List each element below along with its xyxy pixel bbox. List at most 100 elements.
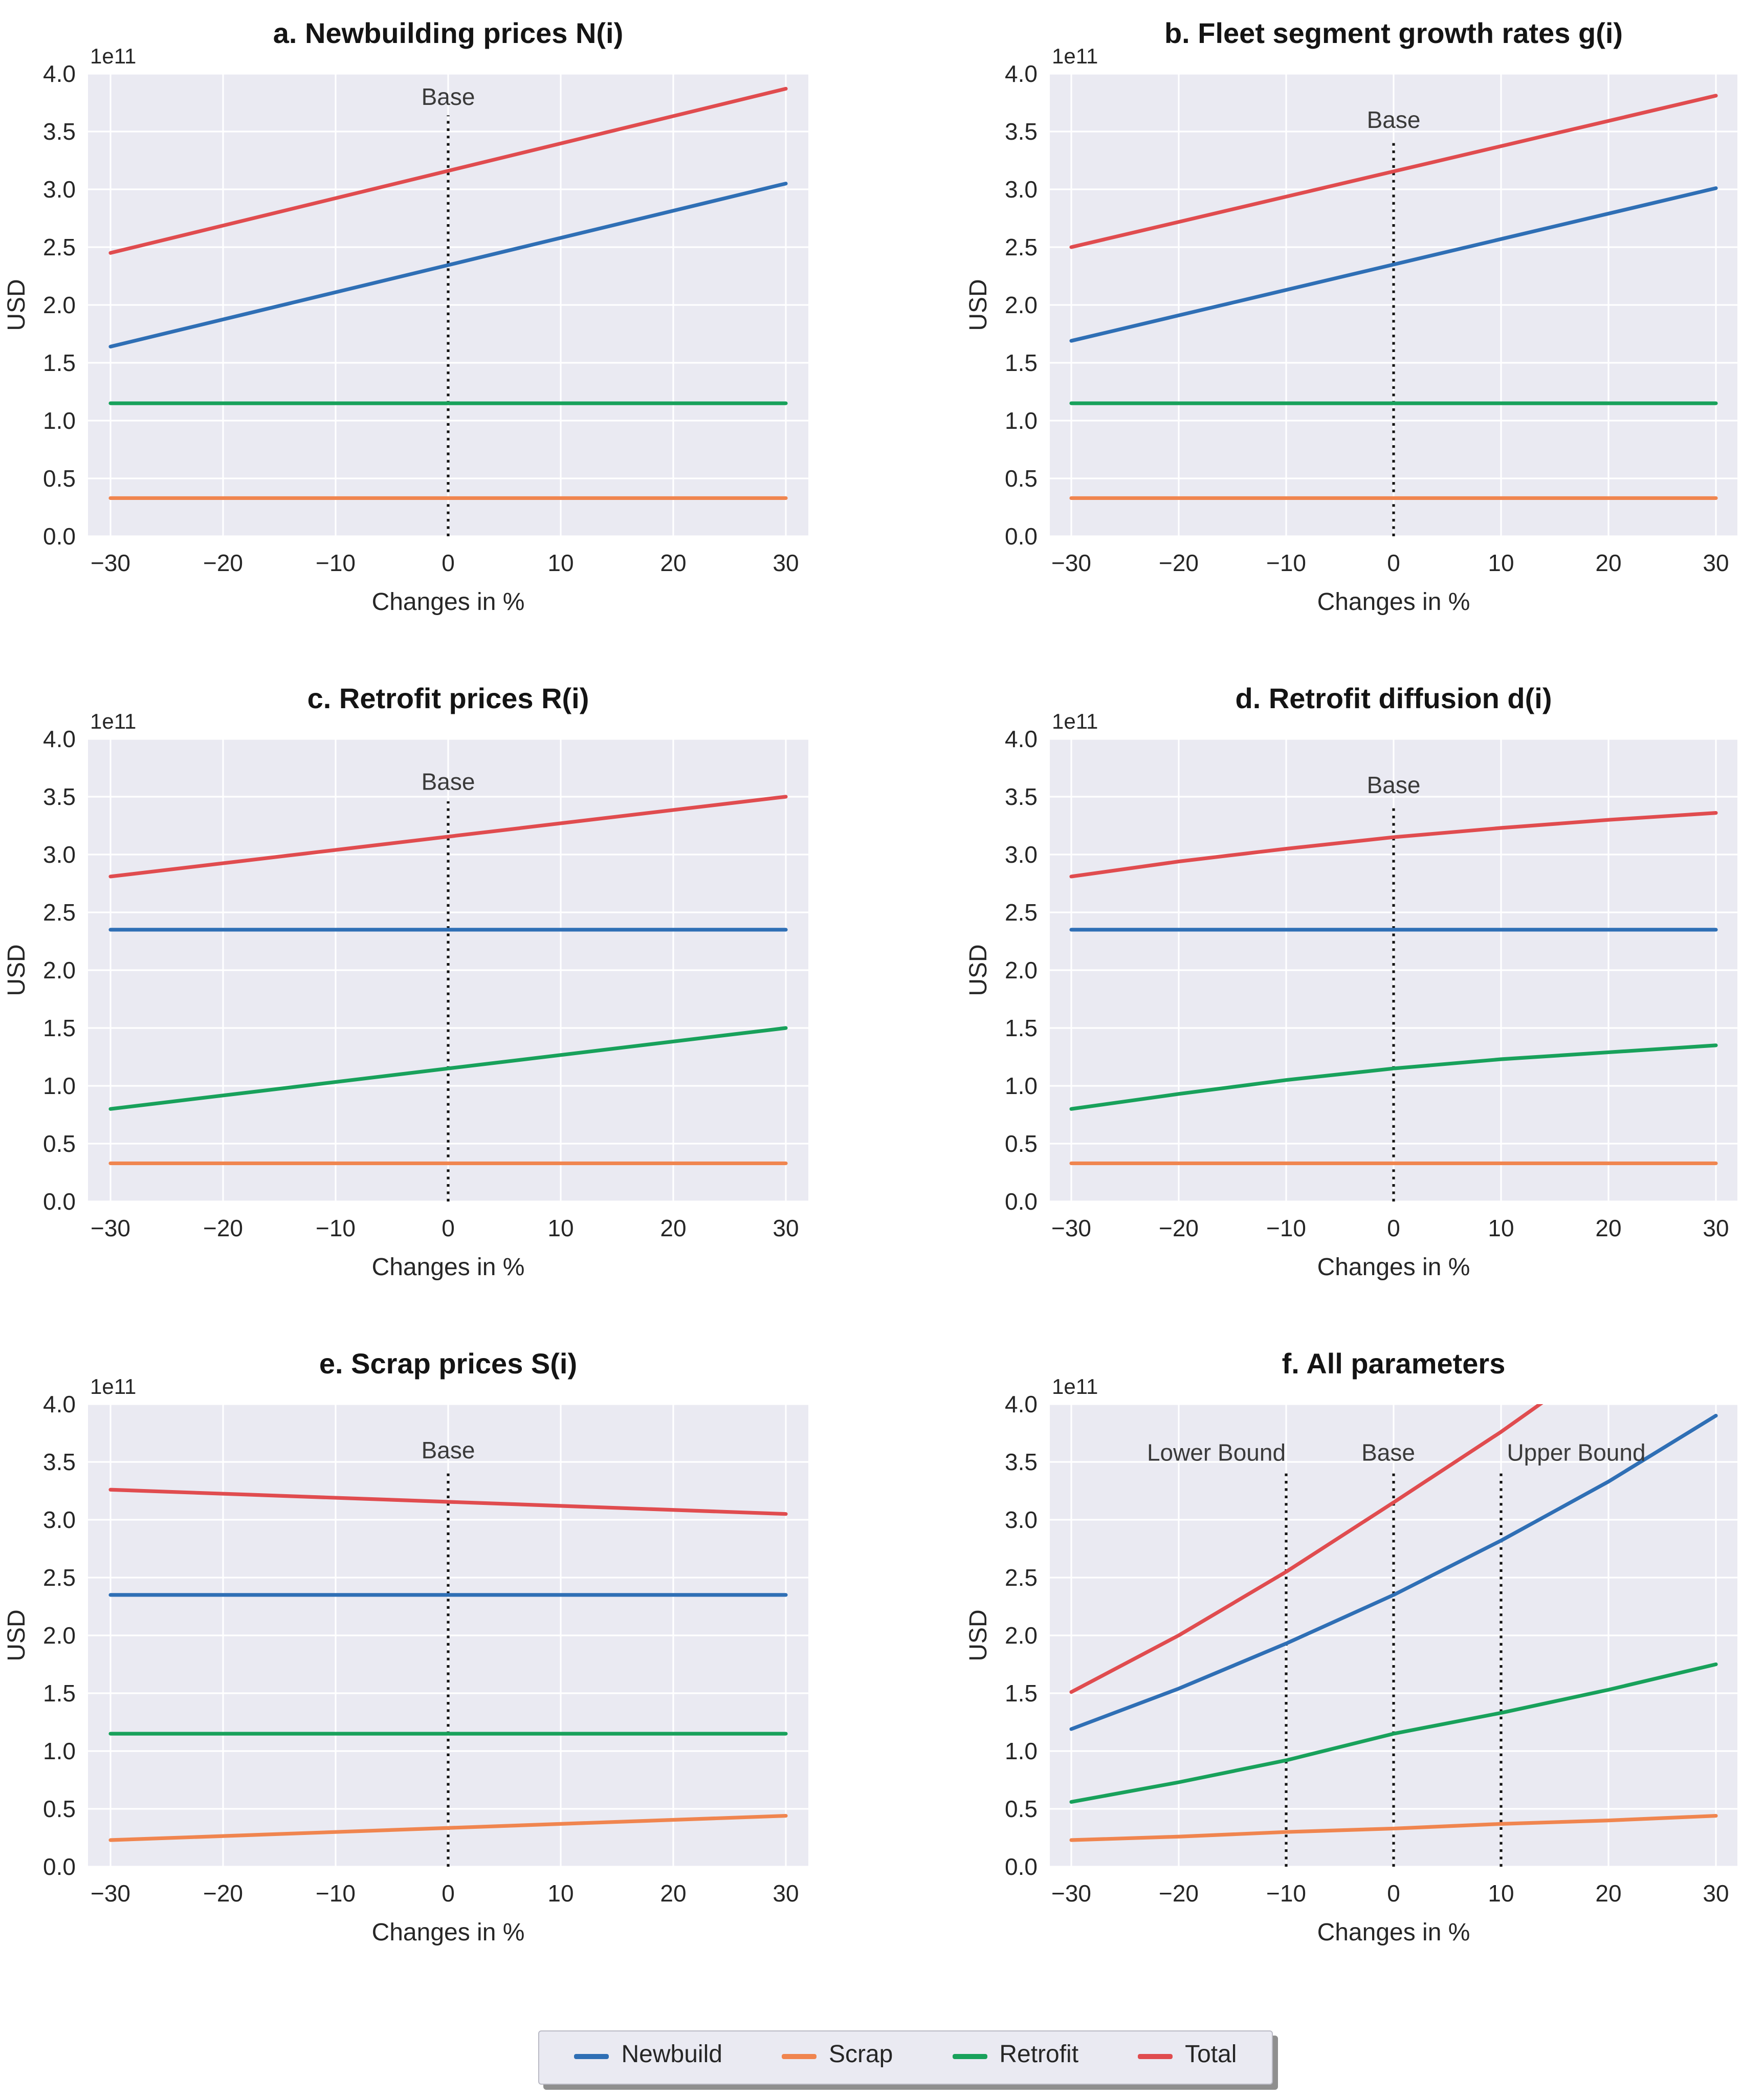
y-tick-label: 3.0 (1005, 841, 1038, 868)
x-tick-label: 10 (1488, 1880, 1514, 1907)
legend-item-scrap: Scrap (781, 2042, 893, 2070)
panel-c-retrofit-prices: −30 −20 −10 0 10 20 30 0.0 0.5 1.0 1.5 2.0 2.5 3.0 3.5… (0, 665, 882, 1330)
y-tick-label: 3.5 (43, 1449, 76, 1475)
y-tick-label: 1.0 (43, 1073, 76, 1099)
x-tick-label: 10 (547, 550, 574, 576)
y-tick-label: 3.0 (1005, 1506, 1038, 1533)
panel-b-fleet-growth-rates: −30 −20 −10 0 10 20 30 0.0 0.5 1.0 1.5 2.0 2.5 3.0 3.5… (882, 0, 1764, 665)
series-line-retrofit (1069, 1662, 1718, 1804)
series-line-total (1069, 94, 1718, 249)
series-line-total (108, 1488, 788, 1516)
x-tick-label: 30 (773, 550, 799, 576)
x-tick-label: 20 (660, 1880, 686, 1907)
panel-title: b. Fleet segment growth rates g(i) (1164, 17, 1623, 49)
y-tick-label: 1.0 (43, 407, 76, 434)
y-tick-label: 1.5 (1005, 1680, 1038, 1707)
series-line-retrofit (108, 1026, 788, 1111)
y-tick-label: 2.0 (1005, 292, 1038, 318)
panel-title: f. All parameters (1282, 1347, 1506, 1380)
y-tick-label: 0.0 (1005, 523, 1038, 550)
chart-a: −30 −20 −10 0 10 20 30 0.0 0.5 1.0 1.5 2.0 2.5 3.0 3.5… (3, 17, 808, 616)
x-tick-label: 20 (1595, 1215, 1621, 1241)
chart-d: −30 −20 −10 0 10 20 30 0.0 0.5 1.0 1.5 2.0 2.5 3.0 3.5… (965, 682, 1737, 1281)
y-tick-label: 4.0 (43, 726, 76, 752)
x-tick-label: 0 (442, 550, 455, 576)
legend-label-total: Total (1185, 2041, 1237, 2068)
y-tick-label: 2.5 (43, 899, 76, 926)
x-tick-label: 20 (660, 550, 686, 576)
x-tick-label: −30 (1051, 550, 1091, 576)
y-tick-label: 0.5 (43, 1130, 76, 1157)
panel-a-newbuilding-prices: −30 −20 −10 0 10 20 30 0.0 0.5 1.0 1.5 2.0 2.5 3.0 3.5… (0, 0, 882, 665)
panel-d-retrofit-diffusion: −30 −20 −10 0 10 20 30 0.0 0.5 1.0 1.5 2.0 2.5 3.0 3.5… (882, 665, 1764, 1330)
legend: Newbuild Scrap Retrofit Total (538, 2030, 1273, 2085)
x-tick-label: −10 (1266, 550, 1306, 576)
y-tick-label: 3.5 (43, 118, 76, 145)
x-tick-label: −20 (1159, 1880, 1199, 1907)
x-tick-label: −30 (91, 550, 130, 576)
series-line-scrap (108, 1813, 788, 1842)
x-tick-label: 10 (547, 1215, 574, 1241)
y-tick-label: 2.0 (1005, 957, 1038, 983)
series-line-newbuild (108, 182, 788, 348)
panel-e-scrap-prices: −30 −20 −10 0 10 20 30 0.0 0.5 1.0 1.5 2.0 2.5 3.0 3.5… (0, 1330, 882, 1996)
legend-row: Newbuild Scrap Retrofit Total (0, 1996, 1764, 2099)
y-tick-label: 1.0 (43, 1738, 76, 1764)
y-tick-label: 1.0 (1005, 407, 1038, 434)
y-tick-label: 0.0 (43, 1853, 76, 1880)
y-axis-label: USD (3, 944, 30, 996)
x-axis-label: Changes in % (372, 1919, 525, 1946)
y-axis-offset-text: 1e11 (1052, 44, 1098, 68)
series-line-scrap (1069, 1813, 1718, 1842)
legend-swatch-total (1138, 2054, 1173, 2059)
x-tick-label: −30 (1051, 1880, 1091, 1907)
x-tick-label: 30 (1703, 1880, 1729, 1907)
y-tick-label: 0.0 (1005, 1188, 1038, 1215)
y-tick-label: 3.5 (1005, 1449, 1038, 1475)
x-tick-label: 30 (773, 1880, 799, 1907)
x-axis-label: Changes in % (1317, 588, 1470, 616)
x-tick-label: 0 (1387, 1880, 1400, 1907)
x-tick-label: 20 (1595, 1880, 1621, 1907)
series-line-total (108, 795, 788, 879)
x-tick-label: 0 (442, 1215, 455, 1241)
y-tick-label: 1.5 (1005, 349, 1038, 376)
x-axis-label: Changes in % (1317, 1254, 1470, 1281)
y-tick-label: 3.0 (43, 176, 76, 203)
series-line-newbuild (1069, 1414, 1718, 1731)
y-tick-label: 2.5 (43, 234, 76, 260)
y-tick-label: 1.0 (1005, 1073, 1038, 1099)
series-line-newbuild (1069, 186, 1718, 343)
y-axis-label: USD (965, 1609, 992, 1661)
y-tick-label: 0.5 (1005, 465, 1038, 492)
y-tick-label: 0.0 (1005, 1853, 1038, 1880)
annotation-label-base: Base (1361, 1439, 1415, 1466)
x-tick-label: −10 (1266, 1215, 1306, 1241)
y-tick-label: 1.5 (43, 1015, 76, 1041)
legend-item-total: Total (1138, 2041, 1237, 2070)
y-tick-label: 3.5 (1005, 118, 1038, 145)
series-line-retrofit (1069, 1043, 1718, 1111)
y-tick-label: 1.0 (1005, 1738, 1038, 1764)
panel-title: e. Scrap prices S(i) (319, 1347, 577, 1380)
y-axis-offset-text: 1e11 (90, 1374, 136, 1398)
x-tick-label: 10 (1488, 550, 1514, 576)
y-tick-label: 1.5 (43, 349, 76, 376)
y-tick-label: 2.0 (43, 1622, 76, 1649)
annotation-label-lower-bound: Lower Bound (1147, 1439, 1286, 1466)
subplot-grid: −30 −20 −10 0 10 20 30 0.0 0.5 1.0 1.5 2.0 2.5 3.0 3.5… (0, 0, 1764, 1996)
x-axis-label: Changes in % (372, 1254, 525, 1281)
x-tick-label: 0 (442, 1880, 455, 1907)
y-tick-label: 0.5 (1005, 1796, 1038, 1822)
y-axis-label: USD (965, 944, 992, 996)
x-tick-label: −30 (1051, 1215, 1091, 1241)
x-tick-label: −10 (316, 550, 356, 576)
y-tick-label: 2.0 (1005, 1622, 1038, 1649)
x-tick-label: 30 (1703, 550, 1729, 576)
x-tick-label: −20 (203, 1880, 243, 1907)
annotation-label-base: Base (422, 768, 475, 795)
y-tick-label: 0.0 (43, 523, 76, 550)
y-tick-label: 0.5 (1005, 1130, 1038, 1157)
annotation-label-base: Base (1367, 106, 1421, 133)
